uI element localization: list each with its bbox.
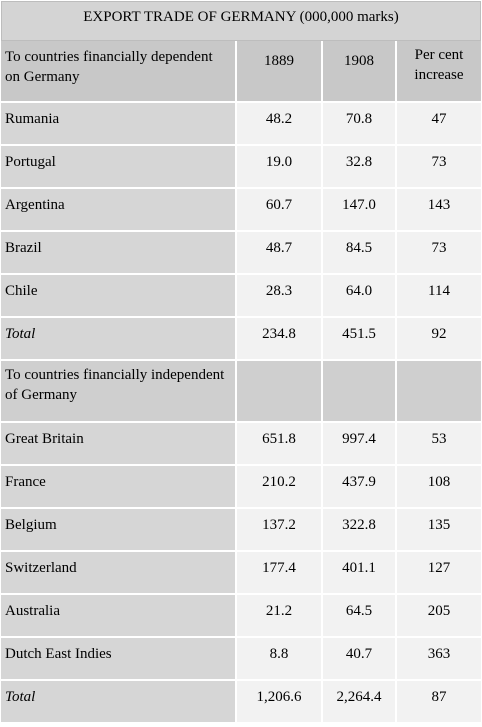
country-cell: Dutch East Indies xyxy=(1,638,237,681)
total-1889: 234.8 xyxy=(237,318,323,361)
table-row: Argentina 60.7 147.0 143 xyxy=(1,189,481,232)
column-header-percent: Per cent increase xyxy=(397,41,481,103)
section-heading-dependent: To countries financially dependent on Ge… xyxy=(1,41,237,103)
country-cell: Argentina xyxy=(1,189,237,232)
total-label: Total xyxy=(1,318,237,361)
subheader-row: To countries financially independent of … xyxy=(1,361,481,423)
value-1889: 60.7 xyxy=(237,189,323,232)
country-cell: Great Britain xyxy=(1,423,237,466)
table-row: Great Britain 651.8 997.4 53 xyxy=(1,423,481,466)
total-row: Total 234.8 451.5 92 xyxy=(1,318,481,361)
percent-increase: 108 xyxy=(397,466,481,509)
column-header-1908: 1908 xyxy=(323,41,397,103)
value-1908: 401.1 xyxy=(323,552,397,595)
value-1889: 8.8 xyxy=(237,638,323,681)
table-row: Chile 28.3 64.0 114 xyxy=(1,275,481,318)
percent-increase: 73 xyxy=(397,146,481,189)
country-cell: Brazil xyxy=(1,232,237,275)
table-row: Australia 21.2 64.5 205 xyxy=(1,595,481,638)
value-1908: 64.0 xyxy=(323,275,397,318)
table-row: Portugal 19.0 32.8 73 xyxy=(1,146,481,189)
value-1889: 177.4 xyxy=(237,552,323,595)
percent-increase: 135 xyxy=(397,509,481,552)
value-1889: 137.2 xyxy=(237,509,323,552)
percent-increase: 47 xyxy=(397,103,481,146)
table-row: Switzerland 177.4 401.1 127 xyxy=(1,552,481,595)
value-1889: 48.7 xyxy=(237,232,323,275)
percent-increase: 143 xyxy=(397,189,481,232)
value-1889: 28.3 xyxy=(237,275,323,318)
country-cell: Rumania xyxy=(1,103,237,146)
value-1908: 32.8 xyxy=(323,146,397,189)
country-cell: Switzerland xyxy=(1,552,237,595)
total-percent: 92 xyxy=(397,318,481,361)
total-percent: 87 xyxy=(397,681,481,724)
table-row: Rumania 48.2 70.8 47 xyxy=(1,103,481,146)
total-1889: 1,206.6 xyxy=(237,681,323,724)
total-row: Total 1,206.6 2,264.4 87 xyxy=(1,681,481,724)
percent-increase: 53 xyxy=(397,423,481,466)
column-header-1889: 1889 xyxy=(237,41,323,103)
total-1908: 451.5 xyxy=(323,318,397,361)
table-row: France 210.2 437.9 108 xyxy=(1,466,481,509)
value-1889: 210.2 xyxy=(237,466,323,509)
table-row: Dutch East Indies 8.8 40.7 363 xyxy=(1,638,481,681)
country-cell: Belgium xyxy=(1,509,237,552)
table-title: EXPORT TRADE OF GERMANY (000,000 marks) xyxy=(1,1,481,41)
value-1889: 48.2 xyxy=(237,103,323,146)
country-cell: Chile xyxy=(1,275,237,318)
value-1908: 40.7 xyxy=(323,638,397,681)
value-1908: 437.9 xyxy=(323,466,397,509)
value-1908: 322.8 xyxy=(323,509,397,552)
total-1908: 2,264.4 xyxy=(323,681,397,724)
header-row: To countries financially dependent on Ge… xyxy=(1,41,481,103)
table-row: Belgium 137.2 322.8 135 xyxy=(1,509,481,552)
section-heading-independent: To countries financially independent of … xyxy=(1,361,237,423)
percent-increase: 73 xyxy=(397,232,481,275)
value-1908: 997.4 xyxy=(323,423,397,466)
value-1908: 147.0 xyxy=(323,189,397,232)
table-row: Brazil 48.7 84.5 73 xyxy=(1,232,481,275)
value-1889: 651.8 xyxy=(237,423,323,466)
country-cell: Portugal xyxy=(1,146,237,189)
country-cell: France xyxy=(1,466,237,509)
country-cell: Australia xyxy=(1,595,237,638)
percent-increase: 127 xyxy=(397,552,481,595)
value-1908: 64.5 xyxy=(323,595,397,638)
percent-increase: 205 xyxy=(397,595,481,638)
value-1908: 84.5 xyxy=(323,232,397,275)
total-label: Total xyxy=(1,681,237,724)
percent-increase: 114 xyxy=(397,275,481,318)
value-1908: 70.8 xyxy=(323,103,397,146)
value-1889: 21.2 xyxy=(237,595,323,638)
value-1889: 19.0 xyxy=(237,146,323,189)
percent-increase: 363 xyxy=(397,638,481,681)
